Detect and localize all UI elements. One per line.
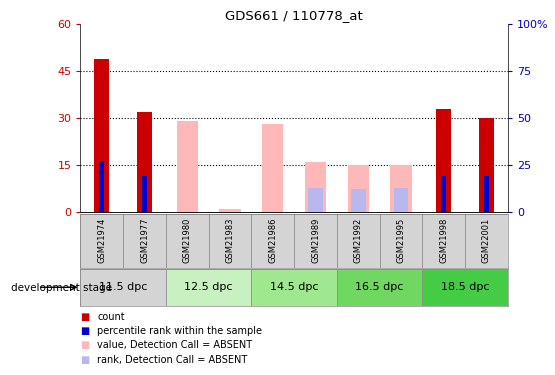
Bar [262,124,284,212]
Bar [441,176,446,212]
Text: percentile rank within the sample: percentile rank within the sample [97,326,262,336]
Bar [219,209,241,212]
Bar [479,118,494,212]
Title: GDS661 / 110778_at: GDS661 / 110778_at [225,9,363,22]
Text: 12.5 dpc: 12.5 dpc [184,282,233,292]
Bar [137,112,152,212]
Bar [123,214,166,268]
Text: 18.5 dpc: 18.5 dpc [441,282,490,292]
Bar [294,214,337,268]
Bar [80,269,166,306]
Bar [465,214,508,268]
Bar [166,269,251,306]
Text: ■: ■ [80,312,90,322]
Text: GSM21998: GSM21998 [439,217,448,263]
Text: ■: ■ [80,326,90,336]
Bar [380,214,422,268]
Bar [393,188,408,212]
Bar [305,162,326,212]
Bar [251,214,294,268]
Text: GSM21983: GSM21983 [225,217,235,263]
Bar [337,269,422,306]
Text: 11.5 dpc: 11.5 dpc [99,282,148,292]
Text: GSM21992: GSM21992 [354,217,363,263]
Text: GSM21980: GSM21980 [183,217,192,263]
Bar [308,188,323,212]
Text: GSM21977: GSM21977 [140,217,149,263]
Text: GSM21974: GSM21974 [97,217,107,263]
Text: ■: ■ [80,355,90,364]
Bar [484,176,489,212]
Text: rank, Detection Call = ABSENT: rank, Detection Call = ABSENT [97,355,248,364]
Text: development stage: development stage [11,283,112,293]
Bar [422,269,508,306]
Bar [209,214,251,268]
Bar [94,59,109,212]
Text: GSM21986: GSM21986 [268,217,278,263]
Bar [436,109,451,212]
Bar [347,165,369,212]
Bar [176,121,198,212]
Text: count: count [97,312,125,322]
Bar [80,214,123,268]
Bar [422,214,465,268]
Text: GSM22001: GSM22001 [482,217,491,263]
Text: 14.5 dpc: 14.5 dpc [270,282,319,292]
Text: value, Detection Call = ABSENT: value, Detection Call = ABSENT [97,340,253,350]
Bar [390,165,412,212]
Bar [166,214,209,268]
Text: 16.5 dpc: 16.5 dpc [355,282,404,292]
Bar [337,214,380,268]
Bar [99,161,104,212]
Text: GSM21995: GSM21995 [396,217,406,263]
Bar [351,189,366,212]
Text: ■: ■ [80,340,90,350]
Bar [251,269,337,306]
Text: GSM21989: GSM21989 [311,217,320,263]
Bar [142,176,147,212]
